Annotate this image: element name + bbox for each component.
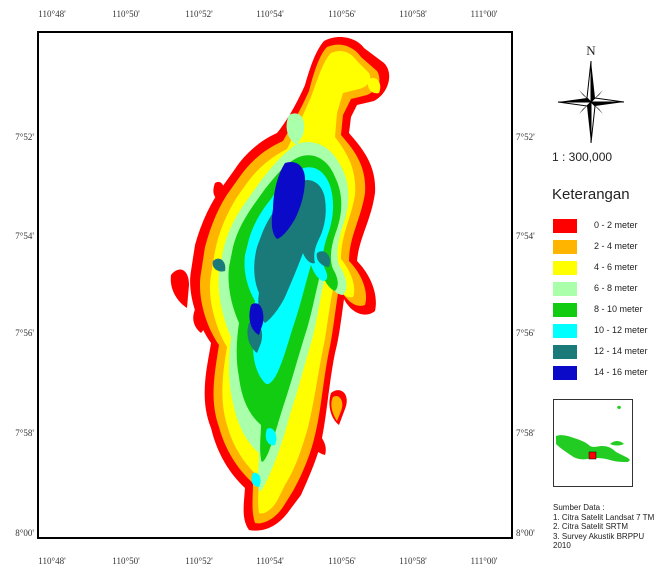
legend-title: Keterangan <box>552 186 630 203</box>
bottom-tick-label: 110°54' <box>256 556 284 566</box>
map-frame <box>37 31 513 539</box>
bottom-tick-label: 111°00' <box>470 556 498 566</box>
north-arrow: N <box>556 43 626 150</box>
top-tick-label: 111°00' <box>470 9 498 19</box>
source-item: 2. Citra Satelit SRTM <box>553 522 628 531</box>
legend-label: 8 - 10 meter <box>594 304 643 314</box>
top-tick-label: 110°50' <box>112 9 140 19</box>
java-island-shape <box>556 405 630 462</box>
legend-swatch <box>553 282 577 296</box>
legend-swatch <box>553 219 577 233</box>
legend-swatch <box>553 303 577 317</box>
left-tick-label: 7°56' <box>15 328 34 338</box>
source-item: 3. Survey Akustik BRPPU 2010 <box>553 531 645 551</box>
right-tick-label: 7°54' <box>516 231 535 241</box>
legend-swatch <box>553 345 577 359</box>
legend-label: 4 - 6 meter <box>594 262 638 272</box>
right-tick-label: 8°00' <box>516 528 535 538</box>
legend-label: 12 - 14 meter <box>594 346 648 356</box>
right-tick-label: 7°58' <box>516 428 535 438</box>
depth-zone-14-16 <box>249 161 305 335</box>
compass-rose-icon <box>557 60 625 144</box>
top-tick-label: 110°52' <box>185 9 213 19</box>
source-title: Sumber Data : <box>553 503 605 512</box>
bottom-tick-label: 110°52' <box>185 556 213 566</box>
right-tick-label: 7°56' <box>516 328 535 338</box>
legend-swatch <box>553 240 577 254</box>
bottom-tick-label: 110°58' <box>399 556 427 566</box>
legend-label: 0 - 2 meter <box>594 220 638 230</box>
bottom-tick-label: 110°48' <box>38 556 66 566</box>
north-label: N <box>586 43 596 58</box>
top-tick-label: 110°54' <box>256 9 284 19</box>
study-area-marker <box>588 451 597 460</box>
top-tick-label: 110°56' <box>328 9 356 19</box>
left-tick-label: 8°00' <box>15 528 34 538</box>
source-item: 1. Citra Satelit Landsat 7 TM <box>553 512 655 522</box>
inset-map <box>553 399 633 487</box>
bottom-tick-label: 110°56' <box>328 556 356 566</box>
left-tick-label: 7°52' <box>15 132 34 142</box>
scale-label: 1 : 300,000 <box>552 150 613 164</box>
legend-swatch <box>553 324 577 338</box>
legend-label: 6 - 8 meter <box>594 283 638 293</box>
top-tick-label: 110°58' <box>399 9 427 19</box>
top-tick-label: 110°48' <box>38 9 66 19</box>
left-tick-label: 7°54' <box>15 231 34 241</box>
legend-label: 14 - 16 meter <box>594 367 648 377</box>
legend-swatch <box>553 366 577 380</box>
data-source: Sumber Data : 1. Citra Satelit Landsat 7… <box>553 503 655 551</box>
left-tick-label: 7°58' <box>15 428 34 438</box>
legend-swatch <box>553 261 577 275</box>
legend-label: 10 - 12 meter <box>594 325 648 335</box>
bottom-tick-label: 110°50' <box>112 556 140 566</box>
right-tick-label: 7°52' <box>516 132 535 142</box>
legend-label: 2 - 4 meter <box>594 241 638 251</box>
bathymetry-map <box>170 37 390 531</box>
